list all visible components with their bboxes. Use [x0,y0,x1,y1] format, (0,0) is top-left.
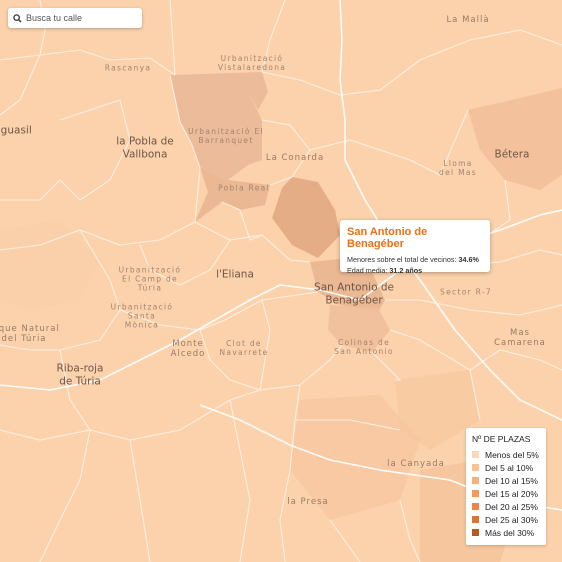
legend-label: Del 15 al 20% [485,488,538,499]
legend-item: Del 10 al 15% [472,474,540,487]
place-label: Urbanització El Barranquet [188,127,264,145]
place-label: arque Natural del Túria [0,323,60,344]
popup-age-value: 31.2 años [389,266,423,275]
legend-swatch [472,477,479,484]
legend-item: Del 15 al 20% [472,487,540,500]
legend-swatch [472,503,479,510]
place-label: Urbanització Vistalaredona [217,54,287,72]
legend-label: Menos del 5% [485,449,539,460]
popup-age-label: Edad media: [347,266,388,275]
popup-minors-row: Menores sobre el total de vecinos: 34.6% [347,254,483,265]
place-label: Monte Alcedo [170,338,206,359]
legend-item: Del 25 al 30% [472,513,540,526]
popup-age-row: Edad media: 31.2 años [347,265,483,276]
legend-label: Del 25 al 30% [485,514,538,525]
legend-item: Más del 30% [472,526,540,539]
legend-swatch [472,529,479,536]
legend-swatch [472,464,479,471]
legend-swatch [472,451,479,458]
legend-swatch [472,516,479,523]
legend-label: Del 10 al 15% [485,475,538,486]
place-label: Sector R-7 [440,287,492,297]
legend: Nº DE PLAZAS Menos del 5% Del 5 al 10% Del… [466,428,546,545]
popup-title: San Antonio de Benagéber [347,226,428,250]
legend-item: Menos del 5% [472,448,540,461]
legend-label: Del 20 al 25% [485,501,538,512]
legend-label: Más del 30% [485,527,535,538]
place-label: Bétera [494,148,530,161]
search-icon [8,13,26,23]
legend-title: Nº DE PLAZAS [472,434,531,444]
place-label: Urbanització El Camp de Túria [118,265,182,293]
place-label: La Mallà [446,14,490,25]
info-popup: San Antonio de Benagéber Menores sobre e… [340,220,490,275]
place-label: San Antonio de Benagéber [314,281,394,306]
legend-item: Del 5 al 10% [472,461,540,474]
place-label: la Pobla de Vallbona [116,135,174,160]
search-box[interactable] [8,8,142,28]
place-label: Riba-roja de Túria [56,362,104,387]
place-label: Rascanya [104,63,152,73]
place-label: Urbanització Santa Mònica [110,302,174,330]
place-label: la Presa [287,496,329,507]
popup-minors-label: Menores sobre el total de vecinos: [347,255,457,264]
legend-item: Del 20 al 25% [472,500,540,513]
region-canyada[interactable] [395,370,480,450]
region-pobla-real[interactable] [195,168,270,222]
legend-swatch [472,490,479,497]
place-label: Colinas de San Antonio [334,338,394,356]
popup-minors-value: 34.6% [458,255,479,264]
search-input[interactable] [26,13,132,23]
place-label: La Conarda [265,152,325,163]
place-label: Lloma del Mas [439,159,477,177]
place-label: Clot de Navarrete [219,339,269,357]
region-san-antonio[interactable] [272,177,340,258]
place-label: l'Eliana [216,268,254,281]
place-label: la Canyada [387,458,445,469]
place-label: Poblа Real [218,183,270,193]
region-barranquet[interactable] [170,72,268,180]
region-betera[interactable] [468,88,562,190]
place-label: Mas Camarena [494,327,546,348]
legend-label: Del 5 al 10% [485,462,534,473]
region-colinas[interactable] [328,305,390,352]
place-label: aguasil [0,124,32,137]
